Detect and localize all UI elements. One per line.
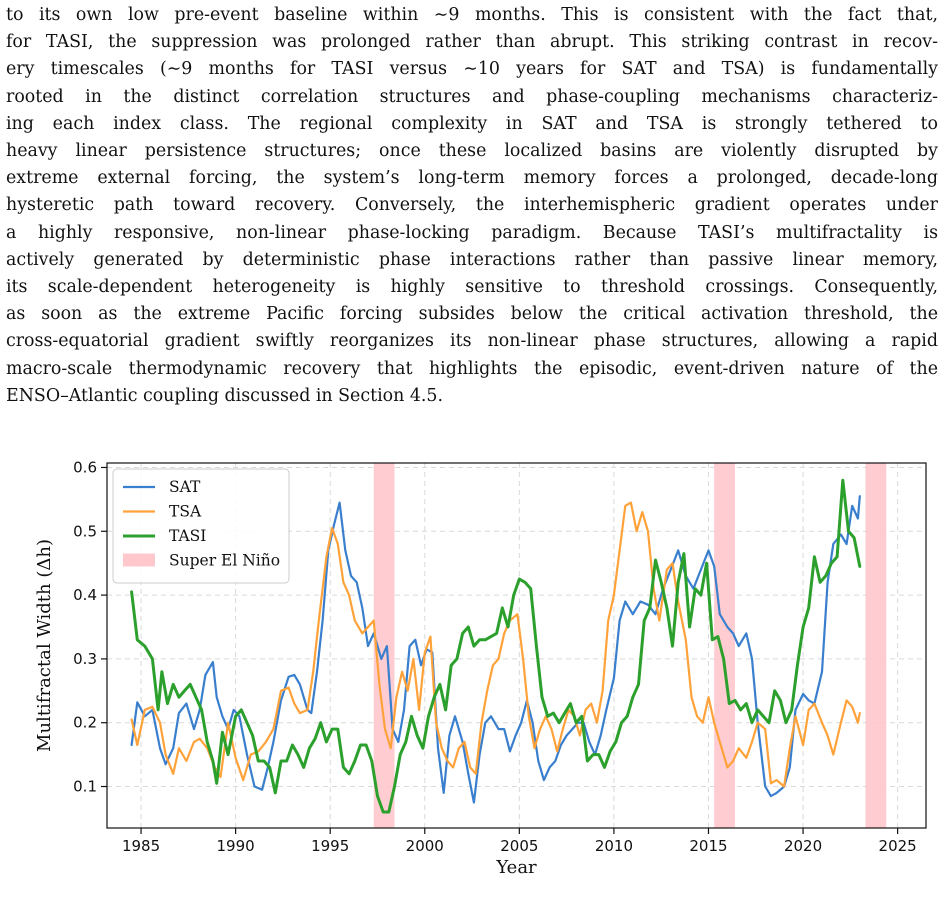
- x-tick-label: 1995: [311, 837, 349, 855]
- legend-label: Super El Niño: [169, 552, 280, 570]
- legend-label: TSA: [169, 503, 202, 521]
- text-line: for TASI, the suppression was prolonged …: [6, 32, 938, 53]
- x-tick-label: 2000: [406, 837, 444, 855]
- body-paragraph: to its own low pre-event baseline within…: [6, 2, 938, 410]
- line-chart: 1985 1990 1995 2000 2005 2010 2015 2020 2025 0.1 0…: [34, 458, 927, 878]
- legend-swatch-super-el-nino: [123, 553, 155, 567]
- x-tick-label: 2025: [879, 837, 917, 855]
- y-tick-label: 0.4: [73, 586, 97, 604]
- x-tick-label: 2010: [595, 837, 633, 855]
- legend: SAT TSA TASI Super El Niño: [112, 468, 290, 584]
- super-el-nino-band: [865, 463, 887, 828]
- text-line: hysteretic path toward recovery. Convers…: [6, 195, 938, 216]
- legend-box: [112, 468, 290, 584]
- super-el-nino-band: [373, 463, 395, 828]
- text-line: macro-scale thermodynamic recovery that …: [6, 358, 938, 379]
- text-line: ery timescales (∼9 months for TASI versu…: [6, 59, 938, 80]
- text-line: to its own low pre-event baseline within…: [6, 5, 938, 25]
- x-tick-label: 1990: [217, 837, 255, 855]
- series-line-tasi: [130, 478, 862, 814]
- legend-label: TASI: [169, 527, 206, 545]
- y-tick-label: 0.1: [73, 778, 97, 796]
- super-el-nino-band: [714, 463, 735, 828]
- text-line: ENSO–Atlantic coupling discussed in Sect…: [6, 385, 444, 406]
- y-axis-label: Multifractal Width (Δh): [34, 539, 55, 752]
- y-tick-label: 0.2: [73, 714, 97, 732]
- text-line: cross-equatorial gradient swiftly reorga…: [6, 331, 938, 352]
- y-tick-label: 0.3: [73, 650, 97, 668]
- text-line: heavy linear persistence structures; onc…: [6, 141, 938, 162]
- x-tick-label: 2020: [784, 837, 822, 855]
- text-line: extreme external forcing, the system’s l…: [6, 168, 938, 189]
- x-tick-label: 2015: [689, 837, 727, 855]
- multifractal-width-figure: 1985 1990 1995 2000 2005 2010 2015 2020 2025 0.1 0…: [0, 455, 944, 920]
- x-tick-label: 1985: [122, 837, 160, 855]
- x-axis-label: Year: [495, 857, 537, 878]
- plot-frame: [106, 462, 927, 829]
- y-tick-label: 0.5: [73, 522, 97, 540]
- series-line-sat: [130, 495, 861, 804]
- text-line: rooted in the distinct correlation struc…: [6, 86, 938, 107]
- x-tick-label: 2005: [500, 837, 538, 855]
- text-line: as soon as the extreme Pacific forcing s…: [6, 304, 938, 325]
- legend-label: SAT: [169, 478, 201, 496]
- text-line: its scale-dependent heterogeneity is hig…: [6, 277, 938, 298]
- y-tick-label: 0.6: [73, 458, 97, 476]
- text-line: a highly responsive, non-linear phase-lo…: [6, 222, 938, 243]
- text-line: actively generated by deterministic phas…: [6, 249, 938, 270]
- text-line: ing each index class. The regional compl…: [6, 113, 938, 134]
